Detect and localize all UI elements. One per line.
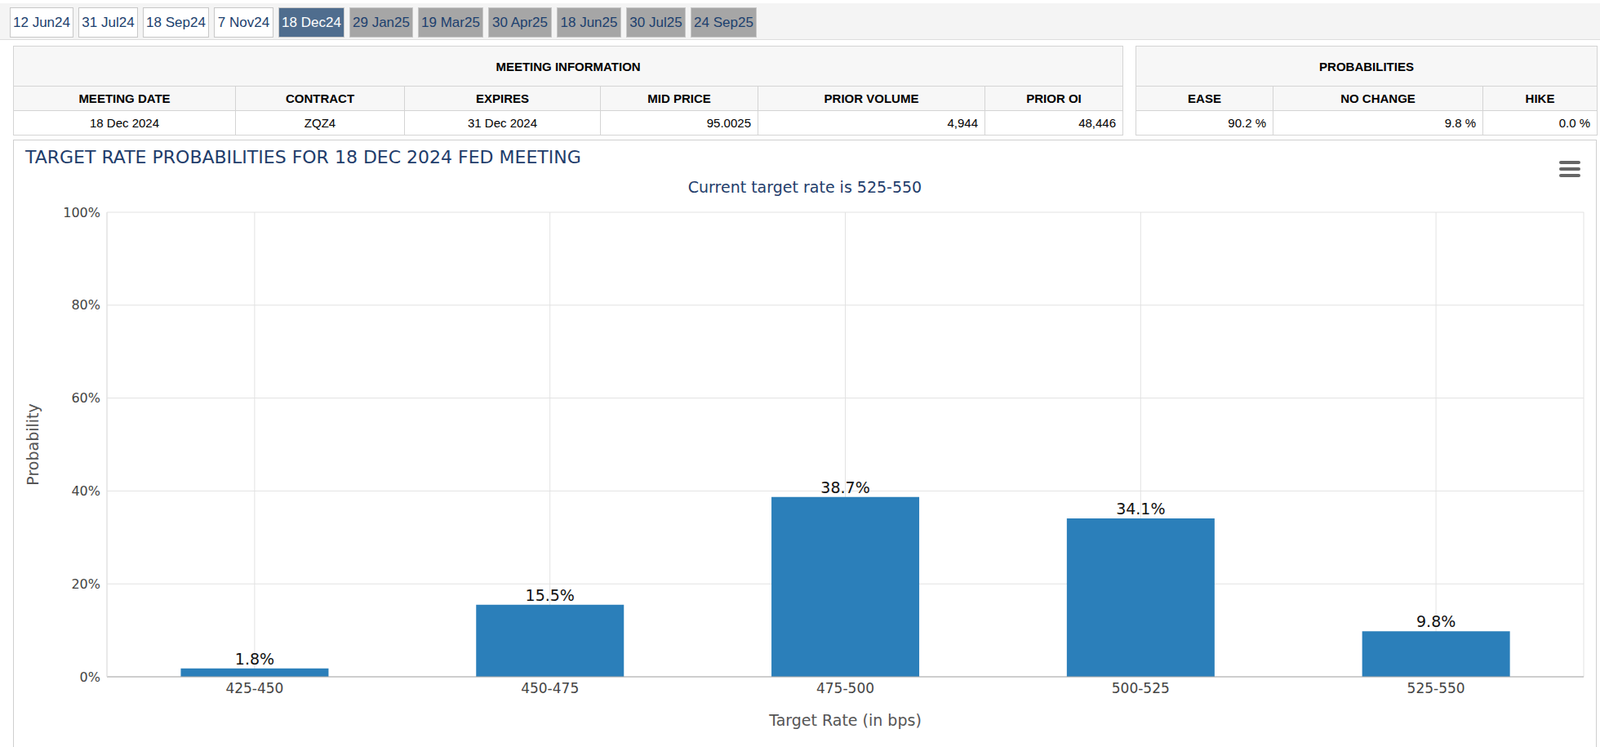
html-text:PRIOR OI: PRIOR OI (1026, 91, 1082, 106)
html-text:PROBABILITIES: PROBABILITIES (1319, 59, 1414, 74)
html-text:Current target rate is 525-550: Current target rate is 525-550 (688, 177, 922, 196)
svg-text:1.8%: 1.8% (235, 649, 275, 668)
svg-text:525-550: 525-550 (1407, 680, 1466, 697)
svg-text:20%: 20% (71, 576, 101, 592)
svg-text:38.7%: 38.7% (820, 478, 870, 497)
svg-text:15.5%: 15.5% (525, 586, 575, 605)
svg-text:Probability: Probability (23, 403, 42, 485)
html-text:19 Mar25: 19 Mar25 (421, 14, 480, 30)
svg-text:450-475: 450-475 (520, 680, 579, 697)
html-text:MID PRICE: MID PRICE (647, 91, 711, 106)
html-text:29 Jan25: 29 Jan25 (352, 14, 410, 30)
svg-text:60%: 60% (71, 390, 101, 406)
html-text:12 Jun24: 12 Jun24 (13, 14, 71, 30)
svg-text:475-500: 475-500 (816, 680, 875, 697)
svg-text:34.1%: 34.1% (1115, 499, 1165, 518)
html-text:MEETING INFORMATION: MEETING INFORMATION (495, 59, 641, 74)
svg-text:Target Rate (in bps): Target Rate (in bps) (768, 711, 922, 729)
html-text:HIKE: HIKE (1525, 91, 1555, 106)
html-text:30 Jul25: 30 Jul25 (629, 14, 683, 30)
html-text:24 Sep25: 24 Sep25 (693, 14, 754, 30)
html-text:18 Jun25: 18 Jun25 (560, 14, 618, 30)
html-text:ZQZ4: ZQZ4 (304, 115, 336, 130)
svg-text:40%: 40% (71, 483, 101, 499)
svg-text:100%: 100% (62, 204, 101, 221)
html-text:TARGET RATE PROBABILITIES FOR: TARGET RATE PROBABILITIES FOR 18 DEC 202… (25, 146, 582, 168)
html-text:95.0025: 95.0025 (706, 115, 752, 130)
html-text:18 Dec24: 18 Dec24 (281, 14, 342, 30)
svg-text:9.8%: 9.8% (1416, 612, 1456, 631)
html-text:EXPIRES: EXPIRES (475, 91, 529, 106)
html-text:MEETING DATE: MEETING DATE (78, 91, 171, 106)
html-text:PRIOR VOLUME: PRIOR VOLUME (824, 91, 919, 106)
html-text:30 Apr25: 30 Apr25 (492, 14, 548, 30)
svg-text:80%: 80% (71, 297, 101, 313)
html-text:48,446: 48,446 (1078, 115, 1116, 130)
html-text:4,944: 4,944 (947, 115, 978, 130)
html-text:31 Dec 2024: 31 Dec 2024 (467, 115, 538, 130)
html-text:0.0 %: 0.0 % (1558, 115, 1591, 130)
svg-text:500-525: 500-525 (1111, 680, 1170, 697)
html-text:EASE: EASE (1187, 91, 1222, 106)
html-text:90.2 %: 90.2 % (1228, 115, 1267, 130)
html-text:9.8 %: 9.8 % (1444, 115, 1476, 130)
svg-text:0%: 0% (80, 669, 101, 685)
html-text:18 Dec 2024: 18 Dec 2024 (89, 115, 160, 130)
html-text:CONTRACT: CONTRACT (285, 91, 355, 106)
html-text:7 Nov24: 7 Nov24 (217, 14, 270, 30)
html-text:31 Jul24: 31 Jul24 (81, 14, 135, 30)
html-text:18 Sep24: 18 Sep24 (146, 14, 206, 30)
html-text:NO CHANGE: NO CHANGE (1340, 91, 1416, 106)
svg-text:425-450: 425-450 (225, 680, 284, 697)
